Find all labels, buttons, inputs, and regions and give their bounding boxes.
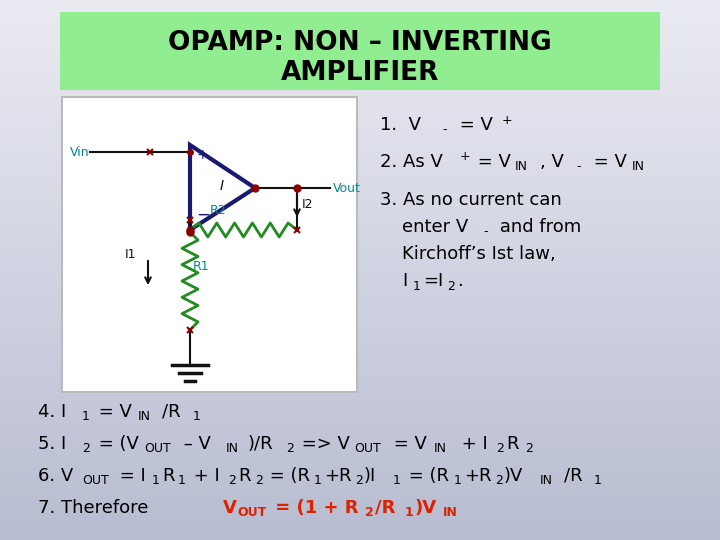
Text: 6. V: 6. V	[38, 467, 73, 485]
Text: 1: 1	[405, 507, 414, 519]
Text: I: I	[402, 272, 408, 290]
Text: V: V	[223, 499, 237, 517]
Text: )V: )V	[415, 499, 437, 517]
Text: 2: 2	[525, 442, 533, 456]
Text: 5. I: 5. I	[38, 435, 66, 453]
Text: AMPLIFIER: AMPLIFIER	[281, 60, 439, 86]
Text: )I: )I	[364, 467, 377, 485]
Text: 2: 2	[495, 475, 503, 488]
Text: +R: +R	[464, 467, 492, 485]
Text: 1.  V: 1. V	[380, 116, 421, 134]
Text: 2. As V: 2. As V	[380, 153, 443, 171]
Text: 1: 1	[413, 280, 421, 293]
Text: OPAMP: NON – INVERTING: OPAMP: NON – INVERTING	[168, 30, 552, 56]
Text: = (R: = (R	[403, 467, 449, 485]
Text: OUT: OUT	[144, 442, 171, 456]
Text: = (R: = (R	[264, 467, 310, 485]
Text: 4. I: 4. I	[38, 403, 66, 421]
Text: Vin: Vin	[70, 145, 89, 159]
Text: IN: IN	[540, 475, 553, 488]
Text: I2: I2	[302, 198, 313, 211]
Text: 1: 1	[594, 475, 602, 488]
Text: /R: /R	[564, 467, 582, 485]
Text: /R: /R	[375, 499, 395, 517]
Text: 3. As no current can: 3. As no current can	[380, 191, 562, 209]
Text: 1: 1	[82, 410, 90, 423]
Text: OUT: OUT	[82, 475, 109, 488]
Text: R: R	[506, 435, 518, 453]
Text: = (V: = (V	[93, 435, 139, 453]
Text: IN: IN	[434, 442, 447, 456]
Text: I1: I1	[125, 248, 137, 261]
Text: R: R	[238, 467, 251, 485]
Text: )/R: )/R	[248, 435, 274, 453]
Text: , V: , V	[540, 153, 564, 171]
Text: 1: 1	[454, 475, 462, 488]
FancyBboxPatch shape	[60, 12, 660, 90]
Text: IN: IN	[443, 507, 458, 519]
Text: 1: 1	[178, 475, 186, 488]
Text: -: -	[576, 160, 580, 173]
Text: =I: =I	[423, 272, 444, 290]
Text: OUT: OUT	[354, 442, 381, 456]
Text: 1: 1	[152, 475, 160, 488]
Text: IN: IN	[226, 442, 239, 456]
Text: R2: R2	[210, 204, 227, 217]
Text: +: +	[502, 113, 513, 126]
Text: 2: 2	[496, 442, 504, 456]
Text: +: +	[460, 151, 471, 164]
Text: 1: 1	[393, 475, 401, 488]
Text: Kirchoff’s Ist law,: Kirchoff’s Ist law,	[402, 245, 556, 263]
Text: = I: = I	[114, 467, 145, 485]
Text: => V: => V	[296, 435, 350, 453]
Text: /R: /R	[162, 403, 181, 421]
Text: 2: 2	[82, 442, 90, 456]
Text: −: −	[196, 206, 210, 224]
Text: +: +	[196, 148, 207, 162]
Text: -: -	[442, 124, 446, 137]
Text: = V: = V	[472, 153, 511, 171]
Text: Vout: Vout	[333, 181, 361, 194]
Text: 1: 1	[193, 410, 201, 423]
Text: 7. Therefore: 7. Therefore	[38, 499, 154, 517]
Text: and from: and from	[494, 218, 581, 236]
Text: IN: IN	[632, 160, 645, 173]
Text: + I: + I	[188, 467, 220, 485]
Text: = V: = V	[588, 153, 627, 171]
Text: IN: IN	[138, 410, 151, 423]
Text: 2: 2	[355, 475, 363, 488]
Text: )V: )V	[504, 467, 523, 485]
Text: 2: 2	[228, 475, 236, 488]
Text: .: .	[457, 272, 463, 290]
Text: 2: 2	[365, 507, 374, 519]
Text: 1: 1	[314, 475, 322, 488]
Text: = V: = V	[454, 116, 493, 134]
Text: enter V: enter V	[402, 218, 468, 236]
Text: I: I	[220, 179, 224, 193]
Text: -: -	[483, 226, 487, 239]
Text: 2: 2	[447, 280, 455, 293]
Text: OUT: OUT	[237, 507, 266, 519]
Text: +R: +R	[324, 467, 351, 485]
FancyBboxPatch shape	[62, 97, 357, 392]
Text: = V: = V	[388, 435, 427, 453]
Text: + I: + I	[456, 435, 487, 453]
Text: IN: IN	[515, 160, 528, 173]
Text: R1: R1	[193, 260, 210, 273]
Text: R: R	[162, 467, 174, 485]
Text: 2: 2	[286, 442, 294, 456]
Text: – V: – V	[178, 435, 211, 453]
Text: = V: = V	[93, 403, 132, 421]
Text: = (1 + R: = (1 + R	[269, 499, 359, 517]
Text: 2: 2	[255, 475, 263, 488]
